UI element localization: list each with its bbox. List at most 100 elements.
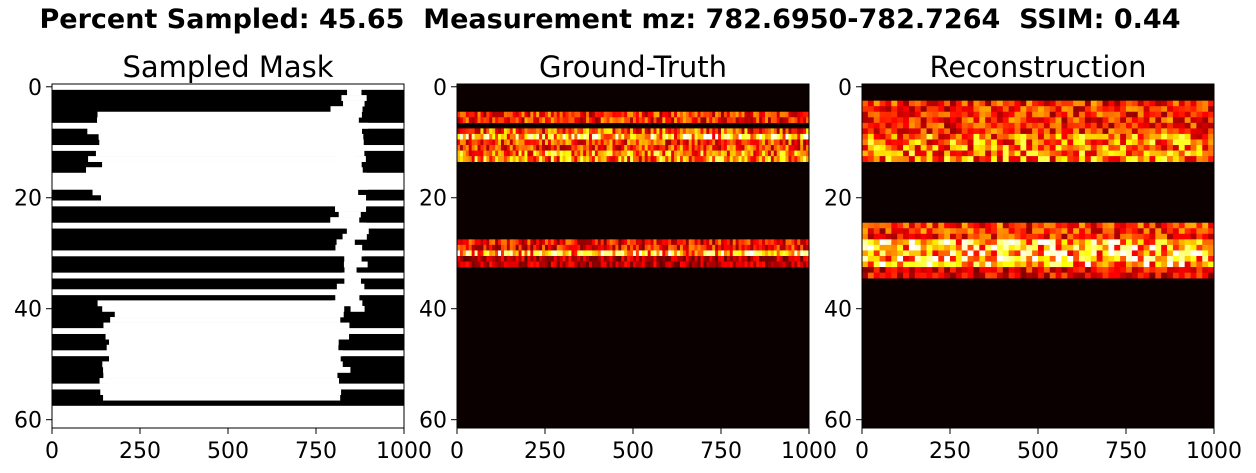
heatmap-cell	[1161, 145, 1168, 151]
heatmap-cell	[1131, 100, 1139, 107]
y-tick-label: 60	[419, 409, 447, 434]
heatmap-cell	[1120, 122, 1127, 129]
heatmap-cell	[1026, 239, 1033, 246]
heatmap-cell	[712, 156, 716, 162]
heatmap-cell	[1137, 233, 1144, 240]
heatmap-cell	[1096, 222, 1103, 229]
heatmap-cell	[891, 222, 898, 229]
heatmap-cell	[1073, 222, 1080, 229]
heatmap-cell	[562, 128, 566, 135]
heatmap-cell	[1131, 228, 1139, 235]
heatmap-cell	[498, 117, 502, 124]
heatmap-cell	[1055, 244, 1062, 251]
heatmap-cell	[938, 156, 945, 162]
heatmap-cell	[1143, 100, 1150, 107]
heatmap-cell	[1114, 111, 1121, 118]
heatmap-cell	[1090, 272, 1098, 279]
heatmap-cell	[1190, 256, 1197, 262]
heatmap-cell	[512, 250, 517, 257]
heatmap-cell	[938, 250, 945, 257]
heatmap-cell	[1084, 106, 1092, 113]
heatmap-cell	[712, 139, 716, 146]
heatmap-cell	[580, 150, 584, 157]
heatmap-cell	[991, 117, 998, 124]
heatmap-cell	[1055, 106, 1062, 113]
heatmap-cell	[1161, 233, 1168, 240]
heatmap-cell	[1073, 272, 1080, 279]
heatmap-cell	[656, 139, 660, 146]
heatmap-cell	[603, 150, 607, 157]
heatmap-cell	[735, 117, 739, 124]
heatmap-cell	[1126, 106, 1133, 113]
heatmap-cell	[703, 145, 707, 151]
heatmap-cell	[1084, 261, 1092, 268]
heatmap-cell	[803, 111, 807, 118]
heatmap-cell	[732, 239, 737, 246]
heatmap-cell	[1008, 100, 1015, 107]
heatmap-cell	[979, 145, 986, 151]
heatmap-cell	[618, 239, 622, 246]
heatmap-cell	[797, 133, 801, 140]
heatmap-cell	[973, 239, 980, 246]
heatmap-cell	[735, 256, 739, 262]
heatmap-cell	[950, 145, 957, 151]
heatmap-cell	[641, 244, 646, 251]
heatmap-cell	[718, 250, 722, 257]
heatmap-cell	[891, 117, 898, 124]
heatmap-cell	[723, 128, 728, 135]
heatmap-cell	[1014, 228, 1021, 235]
heatmap-cell	[518, 156, 522, 162]
heatmap-cell	[559, 145, 563, 151]
heatmap-cell	[1043, 272, 1051, 279]
heatmap-cell	[594, 261, 599, 268]
y-tick-label: 60	[824, 409, 852, 434]
heatmap-cell	[1032, 272, 1039, 279]
heatmap-cell	[873, 145, 880, 151]
heatmap-cell	[512, 111, 517, 118]
heatmap-cell	[700, 145, 704, 151]
heatmap-cell	[635, 239, 640, 246]
heatmap-cell	[753, 256, 757, 262]
heatmap-cell	[721, 128, 725, 135]
heatmap-cell	[862, 150, 869, 157]
sampled-row	[52, 416, 404, 423]
heatmap-cell	[926, 244, 933, 251]
heatmap-cell	[1049, 106, 1056, 113]
sampled-region-segment	[108, 383, 338, 390]
heatmap-cell	[486, 128, 490, 135]
heatmap-cell	[459, 150, 464, 157]
heatmap-cell	[1014, 256, 1021, 262]
heatmap-cell	[530, 150, 534, 157]
heatmap-cell	[1208, 145, 1214, 151]
heatmap-cell	[539, 250, 543, 257]
heatmap-cell	[741, 133, 745, 140]
heatmap-cell	[1084, 222, 1092, 229]
heatmap-cell	[996, 122, 1004, 129]
heatmap-cell	[1102, 122, 1109, 129]
heatmap-cell	[788, 139, 792, 146]
heatmap-cell	[644, 117, 649, 124]
sampled-region-segment	[350, 305, 365, 312]
heatmap-cell	[1067, 256, 1074, 262]
heatmap-cell	[603, 261, 607, 268]
heatmap-cell	[650, 239, 654, 246]
heatmap-cell	[1208, 122, 1214, 129]
heatmap-cell	[1084, 139, 1092, 146]
heatmap-cell	[735, 145, 739, 151]
heatmap-cell	[674, 256, 678, 262]
heatmap-cell	[1002, 250, 1010, 257]
heatmap-cell	[656, 261, 660, 268]
heatmap-cell	[644, 128, 649, 135]
heatmap-cell	[767, 156, 772, 162]
heatmap-cell	[597, 111, 602, 118]
heatmap-cell	[955, 128, 963, 135]
heatmap-cell	[591, 133, 596, 140]
heatmap-cell	[1167, 122, 1174, 129]
heatmap-cell	[885, 106, 892, 113]
heatmap-cell	[556, 261, 561, 268]
heatmap-cell	[873, 150, 880, 157]
heatmap-cell	[659, 150, 663, 157]
heatmap-cell	[627, 261, 631, 268]
heatmap-cell	[638, 139, 643, 146]
heatmap-cell	[750, 111, 754, 118]
